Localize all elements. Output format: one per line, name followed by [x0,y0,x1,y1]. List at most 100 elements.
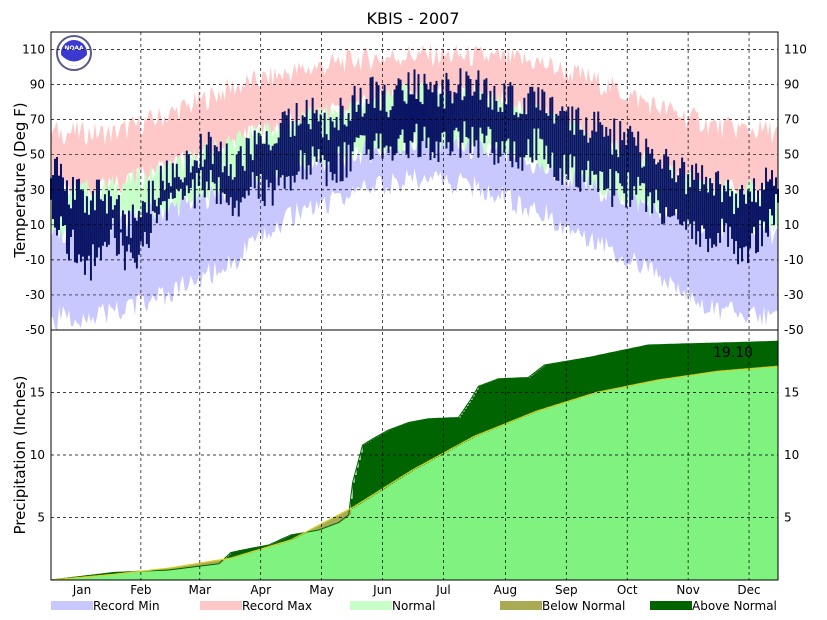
above-normal-bar [590,357,593,395]
above-normal-bar [392,428,396,483]
above-normal-bar [378,435,382,492]
temperature-tick-label-right: 50 [784,148,799,162]
temperature-tick-label-left: 90 [30,78,45,92]
month-tick-label: Sep [555,583,578,597]
above-normal-bar [624,350,627,387]
above-normal-bar [704,343,707,374]
above-normal-bar [252,548,256,552]
above-normal-bar [246,549,250,554]
above-normal-bar [402,424,406,477]
above-normal-bar [652,344,655,382]
above-normal-bar [414,421,418,469]
above-normal-bar [760,341,763,368]
above-normal-bar [648,345,651,383]
above-normal-bar [636,347,639,385]
above-normal-bar [394,427,398,482]
above-normal-bar [412,421,416,470]
precipitation-tick-label-right: 10 [784,448,799,462]
above-normal-bar [584,358,587,397]
temperature-tick-label-left: 110 [22,43,45,57]
temperature-tick-label-left: 30 [30,183,45,197]
above-normal-bar [516,378,519,420]
above-normal-bar [772,341,775,367]
above-normal-bar [672,344,675,378]
above-normal-bar [570,360,573,401]
temperature-tick-label-left: -50 [25,323,45,337]
below-normal-bar [310,529,314,532]
above-normal-bar [744,342,747,370]
legend-label: Below Normal [542,599,625,613]
month-tick-label: Aug [494,583,517,597]
above-normal-bar [586,357,589,396]
below-normal-bar [216,560,220,564]
above-normal-bar [374,437,378,494]
below-normal-bar [178,566,182,569]
above-normal-bar [728,342,731,371]
above-normal-bar [612,352,615,390]
above-normal-bar [356,467,360,505]
below-normal-bar [212,561,216,565]
above-normal-bar [708,343,711,373]
below-normal-bar [172,567,176,570]
above-normal-bar [288,535,292,541]
above-normal-bar [438,418,442,456]
above-normal-bar [714,343,717,372]
below-normal-bar [312,528,316,532]
chart-title: KBIS - 2007 [366,9,459,28]
above-normal-bar [644,345,647,383]
above-normal-bar [396,427,400,480]
above-normal-bar [580,358,583,398]
above-normal-bar [656,344,659,381]
above-normal-bar [556,362,559,405]
above-normal-bar [284,537,288,542]
above-normal-bar [260,546,264,550]
above-normal-bar [532,374,535,413]
above-normal-bar [422,419,426,465]
above-normal-bar [492,381,495,429]
below-normal-bar [322,523,326,529]
precipitation-tick-label-left: 5 [37,511,45,525]
above-normal-bar [628,349,631,387]
above-normal-bar [666,344,669,379]
below-normal-bar [200,562,204,566]
below-normal-bar [206,561,210,566]
above-normal-bar [272,543,276,546]
above-normal-bar [650,344,653,382]
above-normal-bar [754,342,757,369]
above-normal-bar [566,361,569,402]
above-normal-bar [410,422,414,472]
above-normal-bar [698,343,701,375]
above-normal-bar [430,418,434,461]
above-normal-bar [236,551,240,557]
legend-label: Record Min [93,599,160,613]
above-normal-bar [386,431,390,487]
above-normal-bar [404,424,408,475]
above-normal-bar [390,429,394,484]
above-normal-bar [420,420,424,466]
below-normal-bar [182,565,186,569]
precipitation-tick-label-left: 15 [30,386,45,400]
below-normal-bar [186,565,190,568]
above-normal-bar [230,552,234,559]
legend-swatch [350,601,392,610]
above-normal-bar [290,535,294,540]
above-normal-bar [758,341,761,368]
above-normal-bar [294,534,298,538]
above-normal-bar [680,344,683,377]
above-normal-bar [632,348,635,386]
above-normal-bar [736,342,739,370]
above-normal-bar [774,341,777,367]
above-normal-bar [720,342,723,372]
above-normal-bar [496,379,499,428]
month-tick-label: May [309,583,334,597]
above-normal-bar [262,546,266,549]
above-normal-bar [548,364,551,408]
below-normal-bar [218,560,222,564]
legend-swatch [200,601,242,610]
precipitation-tick-label-left: 10 [30,448,45,462]
above-normal-bar [658,344,661,380]
temperature-axis-label: Temperature (Deg F) [11,102,29,258]
below-normal-bar [328,520,332,527]
above-normal-bar [538,369,541,411]
above-normal-bar [550,363,553,407]
